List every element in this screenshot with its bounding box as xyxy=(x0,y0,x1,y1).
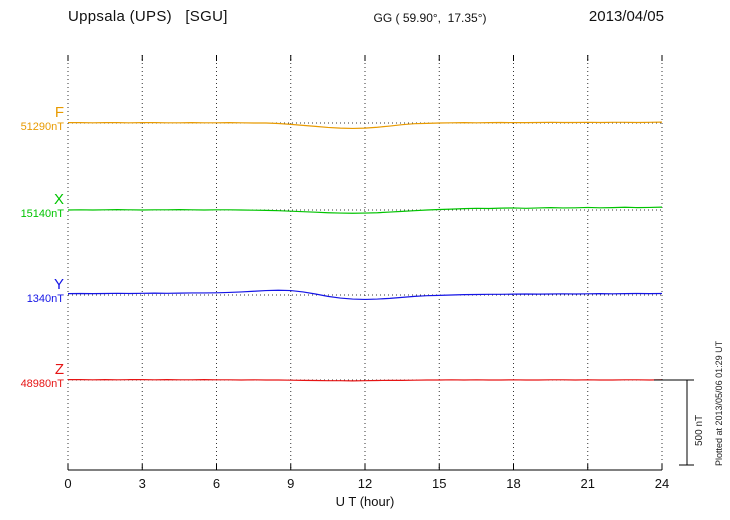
x-axis-title: U T (hour) xyxy=(335,494,395,509)
series-label-x: X 15140nT xyxy=(2,191,64,221)
x-tick-label: 9 xyxy=(287,476,294,491)
series-baseline-y: 1340nT xyxy=(26,293,64,305)
series-baseline-f: 51290nT xyxy=(20,121,64,133)
x-tick-label: 6 xyxy=(213,476,220,491)
x-tick-label: 12 xyxy=(358,476,372,491)
series-baseline-z: 48980nT xyxy=(20,378,64,390)
x-tick-label: 18 xyxy=(506,476,520,491)
x-tick-label: 24 xyxy=(655,476,669,491)
geo-coordinates: GG ( 59.90°, 17.35°) xyxy=(373,11,487,25)
series-baseline-x: 15140nT xyxy=(20,208,64,220)
series-label-f: F 51290nT xyxy=(2,104,64,134)
station-title: Uppsala (UPS) [SGU] xyxy=(68,8,228,25)
scalebar-label: 500 nT xyxy=(694,414,705,446)
x-tick-label: 15 xyxy=(432,476,446,491)
series-label-y: Y 1340nT xyxy=(2,276,64,306)
series-letter-f: F xyxy=(54,104,64,121)
trace-Y xyxy=(67,289,663,301)
plotted-at-note: Plotted at 2013/05/06 01:29 UT xyxy=(714,340,724,466)
plot-date: 2013/04/05 xyxy=(588,8,664,25)
trace-F xyxy=(68,121,663,130)
trace-X xyxy=(67,206,663,214)
trace-Z xyxy=(68,379,663,382)
series-letter-z: Z xyxy=(54,361,64,378)
series-letter-y: Y xyxy=(53,276,64,293)
series-label-z: Z 48980nT xyxy=(2,361,64,391)
x-tick-label: 3 xyxy=(139,476,146,491)
series-letter-x: X xyxy=(53,191,64,208)
x-tick-label: 21 xyxy=(581,476,595,491)
x-tick-label: 0 xyxy=(64,476,71,491)
